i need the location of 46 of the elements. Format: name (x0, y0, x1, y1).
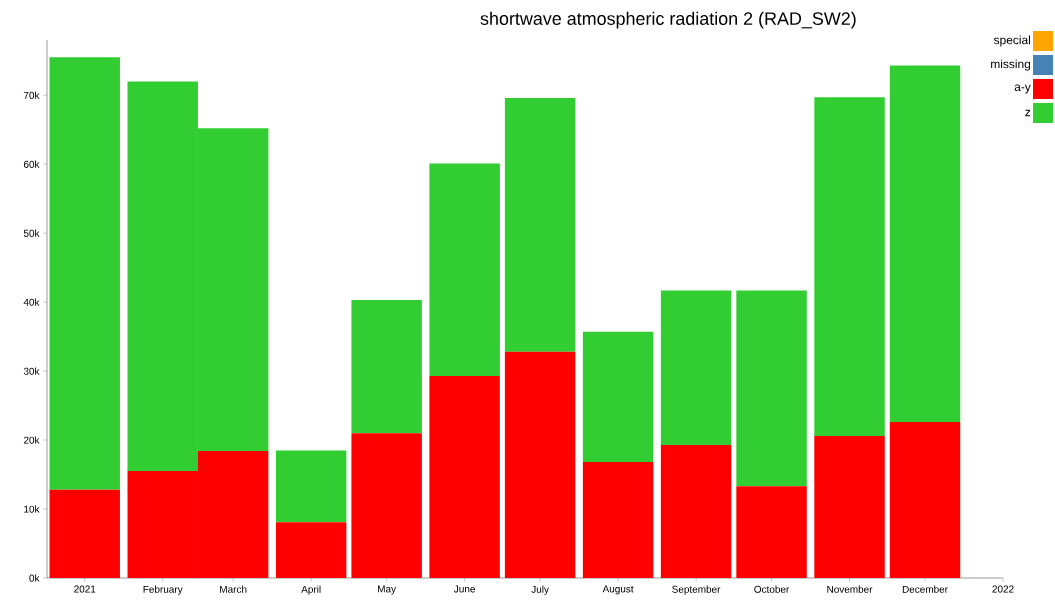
bar (504, 97, 576, 352)
x-tick-label: September (672, 585, 721, 595)
legend-label: a-y (1014, 84, 1031, 94)
bar (736, 290, 807, 487)
legend-label: missing (991, 59, 1031, 71)
x-tick-label: November (827, 585, 873, 593)
bar (351, 433, 422, 578)
bar (49, 489, 120, 578)
x-tick-label: July (531, 585, 549, 595)
x-tick-label: December (902, 585, 948, 593)
bar (351, 300, 422, 434)
x-tick-label: October (754, 585, 790, 593)
bar (49, 57, 120, 490)
bar (504, 351, 576, 578)
y-tick-label: 60k (23, 160, 40, 168)
chart-title: shortwave atmospheric radiation 2 (RAD_SW2) (480, 11, 856, 29)
y-tick-label: 70k (23, 91, 40, 99)
bar (889, 422, 961, 578)
y-tick-label: 10k (24, 505, 40, 513)
bar (429, 163, 500, 376)
y-tick-label: 40k (23, 298, 40, 306)
x-tick-label: March (220, 585, 247, 593)
legend-label: special (993, 35, 1031, 47)
x-tick-label: May (378, 585, 397, 595)
bar (814, 97, 885, 436)
bar (660, 290, 732, 445)
y-tick-label: 50k (23, 229, 40, 237)
x-tick-label: 2021 (74, 585, 96, 593)
bar (582, 331, 654, 463)
x-tick-label: February (143, 585, 183, 595)
legend-label: z (1025, 109, 1031, 117)
bar (736, 486, 807, 578)
bar (889, 65, 961, 423)
y-tick-label: 20k (23, 436, 40, 444)
bar (275, 522, 347, 578)
x-tick-label: April (301, 585, 321, 595)
bar (814, 435, 885, 578)
x-tick-label: 2022 (992, 585, 1014, 593)
x-tick-label: August (602, 585, 634, 595)
y-tick-label: 0k (29, 574, 40, 582)
bar (582, 462, 654, 578)
x-tick-label: June (453, 585, 475, 593)
bar (275, 450, 347, 523)
bar (429, 375, 500, 578)
y-tick-label: 30k (23, 367, 40, 375)
bar (660, 444, 732, 578)
